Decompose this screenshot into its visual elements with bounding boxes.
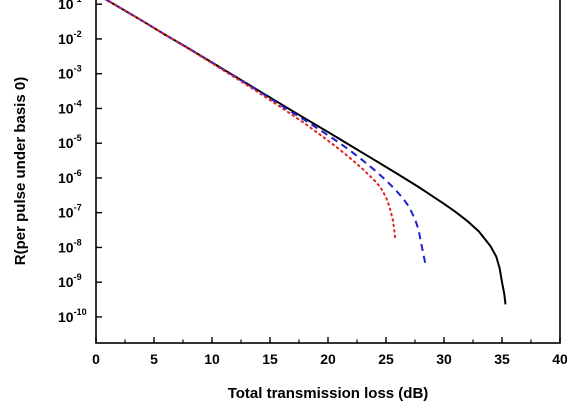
y-tick-exponent: -9 [74, 272, 82, 282]
x-tick-label: 40 [552, 351, 567, 367]
x-axis-title: Total transmission loss (dB) [228, 385, 429, 402]
y-tick-base: 10 [58, 66, 74, 82]
x-tick-label: 35 [494, 351, 510, 367]
plot-frame [95, 0, 561, 344]
y-tick-base: 10 [58, 309, 74, 325]
y-tick-label: 10-10 [58, 307, 87, 325]
y-tick-label: 10-5 [58, 133, 82, 151]
y-tick-base: 10 [58, 135, 74, 151]
y-tick-exponent: -7 [74, 203, 82, 213]
y-tick-label: 10-2 [58, 29, 82, 47]
x-tick-label: 10 [204, 351, 220, 367]
x-tick-label: 15 [262, 351, 278, 367]
y-axis-ticks: 10-110-210-310-410-510-610-710-810-910-1… [58, 0, 102, 325]
y-tick-label: 10-4 [58, 98, 82, 116]
y-tick-exponent: -8 [74, 237, 82, 247]
x-tick-label: 5 [150, 351, 158, 367]
y-tick-label: 10-8 [58, 237, 82, 255]
y-tick-base: 10 [58, 31, 74, 47]
y-tick-exponent: -5 [74, 133, 82, 143]
y-tick-exponent: -4 [74, 98, 82, 108]
y-tick-label: 10-3 [58, 64, 82, 82]
y-tick-exponent: -3 [74, 64, 82, 74]
series-layer [104, 0, 507, 305]
y-tick-label: 10-6 [58, 168, 82, 186]
series-line-solid [104, 0, 507, 305]
y-tick-base: 10 [58, 0, 74, 12]
y-tick-base: 10 [58, 239, 74, 255]
x-axis-ticks: 0 5 10 15 20 25 30 35 40 [92, 337, 567, 367]
y-tick-base: 10 [58, 274, 74, 290]
y-axis-title: R(per pulse under basis 0) [12, 77, 29, 265]
y-tick-label: 10-9 [58, 272, 82, 290]
series-line-dotted [104, 0, 397, 240]
y-tick-label: 10-7 [58, 203, 82, 221]
y-tick-label: 10-1 [58, 0, 82, 12]
y-tick-base: 10 [58, 205, 74, 221]
y-tick-exponent: -6 [74, 168, 82, 178]
series-line-dashed [104, 0, 427, 265]
x-tick-label: 25 [378, 351, 394, 367]
y-tick-exponent: -1 [74, 0, 82, 4]
y-tick-exponent: -2 [74, 29, 82, 39]
y-tick-base: 10 [58, 170, 74, 186]
y-tick-exponent: -10 [74, 307, 87, 317]
x-tick-label: 20 [320, 351, 336, 367]
x-tick-label: 30 [436, 351, 452, 367]
x-tick-label: 0 [92, 351, 100, 367]
y-tick-base: 10 [58, 100, 74, 116]
